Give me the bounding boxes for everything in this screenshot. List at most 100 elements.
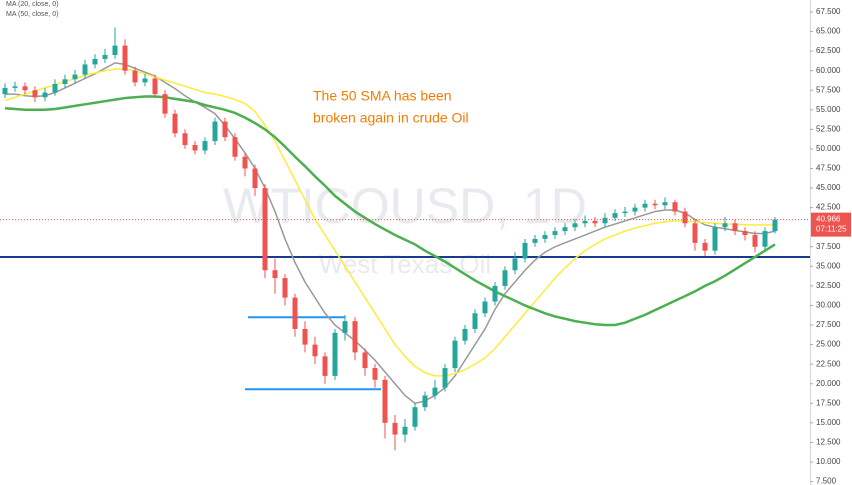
candle-body [402,426,408,435]
y-tick-label: 25.000 [816,340,841,349]
y-tick-label: 15.000 [816,418,841,427]
candle-body [182,133,188,146]
y-tick-label: 35.000 [816,261,841,270]
candle-body [172,113,178,134]
candle-body [42,92,48,98]
candle-body [272,270,278,279]
candle-body [772,219,778,232]
candle-body [282,278,288,298]
candle-body [32,90,38,98]
candle-body [432,387,438,396]
y-tick-label: 12.500 [816,438,841,447]
legend-entry: MA (20, close, 0) [6,1,59,8]
candle-body [392,422,398,435]
candle-body [652,203,658,206]
y-tick-label: 10.000 [816,457,841,466]
y-tick-label: 7.500 [816,477,837,485]
candle-body [532,238,538,243]
candle-body [382,379,388,423]
countdown: 07:11:25 [816,225,847,234]
candle-body [512,258,518,271]
candle-body [12,86,18,88]
candle-body [142,78,148,83]
y-tick-label: 30.000 [816,301,841,310]
candle-body [132,70,138,83]
candle-body [52,83,58,93]
candle-body [192,145,198,151]
candle-body [732,223,738,232]
candle-body [552,231,558,236]
candle-body [542,235,548,239]
candle-body [752,235,758,247]
candle-body [102,55,108,59]
candle-body [202,141,208,151]
candle-body [712,227,718,251]
candle-body [122,45,128,71]
y-tick-label: 57.500 [816,85,841,94]
candle-body [722,223,728,228]
candle-body [162,94,168,114]
candle-body [632,207,638,212]
y-tick-label: 50.000 [816,144,841,153]
candle-body [242,156,248,169]
candle-body [472,313,478,329]
candle-body [302,328,308,345]
candle-body [442,368,448,388]
candle-body [612,213,618,218]
candle-body [422,395,428,408]
y-tick-label: 27.500 [816,320,841,329]
candle-body [502,270,508,286]
last-price-label: 40.966 [816,215,841,224]
candle-body [372,368,378,380]
candle-body [62,79,68,84]
candle-body [362,352,368,369]
candle-body [592,220,598,224]
candle-body [642,203,648,208]
y-tick-label: 52.500 [816,124,841,133]
y-tick-label: 17.500 [816,398,841,407]
candle-body [152,78,158,95]
candle-body [72,74,78,80]
y-tick-label: 55.000 [816,105,841,114]
last-price-box [811,212,851,237]
y-tick-label: 60.000 [816,66,841,75]
y-tick-label: 37.500 [816,242,841,251]
candle-body [2,87,8,95]
candle-body [92,58,98,65]
candle-body [672,202,678,212]
legend-entry: MA (50, close, 0) [6,11,59,18]
candle-body [562,227,568,232]
candle-body [742,231,748,236]
candle-body [582,220,588,224]
candle-body [322,356,328,376]
y-tick-label: 45.000 [816,183,841,192]
candle-body [692,223,698,243]
plot [0,27,810,451]
candle-body [412,407,418,427]
watermark: WTICOUSD, 1D [223,178,587,234]
moving-average [4,68,775,377]
candle-body [762,231,768,247]
y-tick-label: 20.000 [816,379,841,388]
y-tick-label: 32.500 [816,281,841,290]
candle-body [262,188,268,271]
annotation: The 50 SMA has been [313,88,452,104]
candle-body [492,285,498,302]
y-tick-label: 22.500 [816,359,841,368]
candle-body [452,340,458,369]
moving-average [5,62,776,405]
moving-average [4,95,776,327]
candle-body [662,202,668,206]
candle-body [462,328,468,341]
candle-body [22,86,28,91]
candle-body [622,211,628,214]
candle-body [332,332,338,376]
candle-body [572,223,578,228]
candle-body [292,297,298,329]
candle-body [482,301,488,314]
candle-body [352,321,358,353]
candle-body [212,121,218,142]
y-tick-label: 62.500 [816,46,841,55]
